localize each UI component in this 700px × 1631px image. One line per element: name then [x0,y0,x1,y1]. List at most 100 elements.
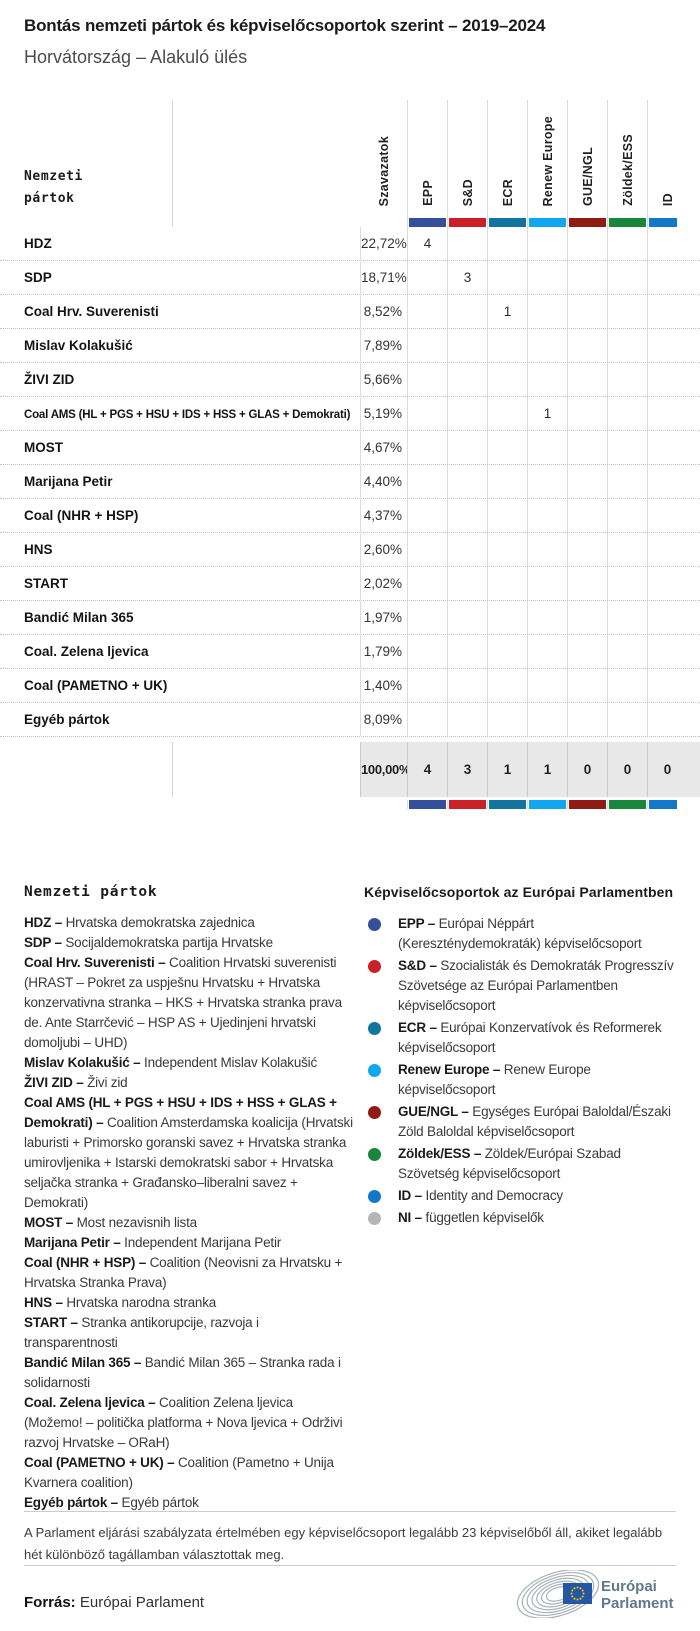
row-filler [687,227,700,260]
seat-cell-ID [647,635,687,668]
party-name-label: Coal. Zelena ljevica [24,644,149,659]
seat-cell-EPP [407,533,447,566]
party-legend-name: SDP – [24,935,66,950]
group-color-bar-ID [649,218,677,227]
seat-cell-S&D [447,397,487,430]
party-name-label: HNS [24,542,53,557]
table-row: Coal (NHR + HSP) 4,37% [0,499,700,533]
strip-cell-GUE/NGL [567,800,607,809]
source-value: Európai Parlament [79,1594,205,1611]
seat-cell-Zöldek/ESS [607,601,647,634]
seat-cell-S&D: 3 [447,261,487,294]
strip-cell-ECR [487,218,527,227]
strip-cell-ID [647,218,687,227]
seat-cell-EPP [407,363,447,396]
party-legend: Nemzeti pártok HDZ – Hrvatska demokratsk… [24,884,354,1513]
table-row: Coal AMS (HL + PGS + HSU + IDS + HSS + G… [0,397,700,431]
party-legend-name: Bandić Milan 365 – [24,1355,145,1370]
party-legend-item: Coal. Zelena ljevica – Coalition Zelena … [24,1395,343,1450]
seat-cell-Zöldek/ESS [607,295,647,328]
strip-spacer-votes [360,218,407,227]
table-row: Coal Hrv. Suverenisti 8,52% 1 [0,295,700,329]
seat-cell-ID [647,703,687,736]
strip-cell-EPP [407,800,447,809]
seat-cell-ECR [487,601,527,634]
row-filler [687,261,700,294]
strip-cell-ECR [487,800,527,809]
seat-cell-Renew Europe [527,363,567,396]
row-filler [687,567,700,600]
group-legend-name: NI – [398,1210,426,1225]
row-filler [687,635,700,668]
seat-cell-Renew Europe [527,567,567,600]
strip-cell-Renew Europe [527,800,567,809]
party-legend-name: HNS – [24,1295,67,1310]
party-legend-name: ŽIVI ZID – [24,1075,88,1090]
group-color-dot-GUE/NGL [368,1106,381,1119]
party-name-label: Coal (NHR + HSP) [24,508,139,523]
row-filler [687,329,700,362]
group-legend-name: ECR – [398,1020,441,1035]
seat-cell-ECR [487,431,527,464]
seat-cell-GUE/NGL [567,465,607,498]
group-color-dot-EPP [368,918,381,931]
seat-cell-Renew Europe: 1 [527,397,567,430]
seat-cell-EPP [407,295,447,328]
party-legend-item: SDP – Socijaldemokratska partija Hrvatsk… [24,935,273,950]
group-color-bar-Renew Europe [529,218,566,227]
seat-cell-GUE/NGL [567,261,607,294]
group-legend-text: NI – független képviselők [398,1210,544,1225]
eu-flag-icon [563,1583,592,1604]
seat-cell-S&D [447,465,487,498]
total-seat-EPP: 4 [407,742,447,797]
seat-cell-Zöldek/ESS [607,261,647,294]
total-seat-Zöldek/ESS: 0 [607,742,647,797]
strip-spacer-party [0,800,360,809]
col-header-ECR: ECR [487,100,527,218]
group-legend-name: ID – [398,1188,426,1203]
divider [24,1565,676,1566]
seat-cell-Renew Europe [527,601,567,634]
party-name-label: START [24,576,68,591]
strip-filler [687,218,700,227]
group-color-bar-EPP [409,800,446,809]
table-row: Egyéb pártok 8,09% [0,703,700,737]
row-filler [687,397,700,430]
seat-cell-EPP: 4 [407,227,447,260]
row-filler [687,363,700,396]
seat-cell-Renew Europe [527,329,567,362]
seat-cell-S&D [447,295,487,328]
votes-value: 1,40% [360,669,407,702]
seat-cell-Renew Europe [527,431,567,464]
party-name-label: Bandić Milan 365 [24,610,134,625]
party-name-label: SDP [24,270,52,285]
table-row: Marijana Petir 4,40% [0,465,700,499]
seat-cell-ECR [487,499,527,532]
votes-value: 7,89% [360,329,407,362]
seat-cell-EPP [407,567,447,600]
group-legend-item: Zöldek/ESS – Zöldek/Európai Szabad Szöve… [364,1144,676,1184]
total-seat-GUE/NGL: 0 [567,742,607,797]
seat-cell-ID [647,601,687,634]
party-legend-name: Egyéb pártok – [24,1495,122,1510]
seat-cell-EPP [407,635,447,668]
party-legend-item: Coal Hrv. Suverenisti – Coalition Hrvats… [24,955,342,1050]
seat-cell-ID [647,397,687,430]
party-legend-name: Coal AMS (HL + PGS + HSU + IDS + HSS + G… [24,1095,337,1130]
seat-cell-Renew Europe [527,499,567,532]
row-filler [687,465,700,498]
col-header-Zöldek/ESS: Zöldek/ESS [607,100,647,218]
seat-cell-S&D [447,499,487,532]
votes-value: 4,40% [360,465,407,498]
group-color-bar-EPP [409,218,446,227]
votes-value: 1,97% [360,601,407,634]
table-row: ŽIVI ZID 5,66% [0,363,700,397]
table-body: HDZ 22,72% 4 SDP 18,71% 3 Coal Hrv. Suverenist… [0,227,700,737]
party-legend-name: Coal (NHR + HSP) – [24,1255,150,1270]
seat-cell-Zöldek/ESS [607,533,647,566]
seat-cell-EPP [407,703,447,736]
group-legend-item: ECR – Európai Konzervatívok és Reformere… [364,1018,676,1058]
table-row: SDP 18,71% 3 [0,261,700,295]
col-header-EPP: EPP [407,100,447,218]
